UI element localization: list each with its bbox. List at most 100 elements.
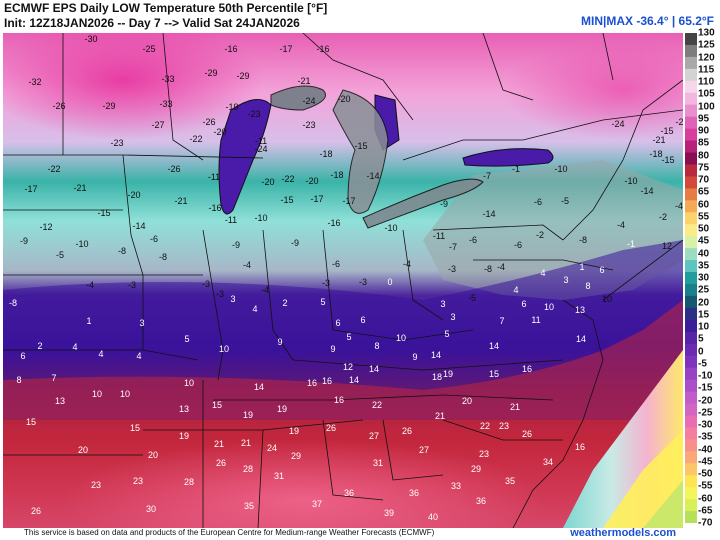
temp-label: 29 xyxy=(291,451,301,461)
temp-label: 26 xyxy=(402,426,412,436)
temp-label: 27 xyxy=(369,431,379,441)
colorbar-tick-label: 45 xyxy=(698,235,710,247)
temp-label: -24 xyxy=(611,119,624,129)
colorbar-swatch xyxy=(685,128,697,142)
colorbar-tick-label: 50 xyxy=(698,223,710,235)
colorbar-swatch xyxy=(685,33,697,46)
colorbar-swatch xyxy=(685,44,697,58)
temp-label: -22 xyxy=(281,174,294,184)
temp-label: 19 xyxy=(443,369,453,379)
temp-label: 40 xyxy=(428,512,438,522)
temp-label: -15 xyxy=(97,208,110,218)
temp-label: 36 xyxy=(344,488,354,498)
temp-label: 3 xyxy=(440,299,445,309)
temp-label: 26 xyxy=(326,423,336,433)
colorbar-tick-label: -20 xyxy=(698,395,713,406)
temp-label: 2 xyxy=(282,298,287,308)
temp-label: -29 xyxy=(236,71,249,81)
temp-label: -14 xyxy=(132,221,145,231)
temp-label: 35 xyxy=(505,476,515,486)
colorbar-swatch xyxy=(685,439,697,452)
colorbar-tick-label: -65 xyxy=(698,505,713,517)
temp-label: 28 xyxy=(184,477,194,487)
colorbar-tick-label: 110 xyxy=(698,76,715,88)
colorbar-tick-label: -50 xyxy=(698,468,713,480)
lake-michigan xyxy=(218,99,272,215)
border-line xyxy=(482,33,534,101)
brand-link[interactable]: weathermodels.com xyxy=(570,527,676,539)
colorbar-swatch xyxy=(685,379,697,393)
border-line xyxy=(262,229,294,361)
temp-label: -15 xyxy=(354,141,367,151)
temp-label: -17 xyxy=(279,44,292,54)
temp-label: 6 xyxy=(360,315,365,325)
border-line xyxy=(322,419,384,501)
border-line xyxy=(432,224,564,241)
temp-label: -17 xyxy=(342,196,355,206)
colorbar-swatch xyxy=(685,415,697,428)
temp-label: 26 xyxy=(216,458,226,468)
temp-label: 11 xyxy=(531,315,540,325)
temp-label: -4 xyxy=(617,220,625,230)
temp-label: 5 xyxy=(346,332,351,342)
temp-label: 7 xyxy=(51,373,56,383)
colorbar-tick-label: -10 xyxy=(698,370,713,382)
temp-label: 34 xyxy=(543,457,553,467)
temp-label: 36 xyxy=(409,488,419,498)
colorbar-swatch xyxy=(685,152,697,165)
temp-label: -24 xyxy=(254,144,267,154)
temp-label: 10 xyxy=(92,389,102,399)
temp-label: -6 xyxy=(514,240,522,250)
temp-label: 31 xyxy=(274,471,284,481)
temp-label: -8 xyxy=(579,235,587,245)
temp-label: -16 xyxy=(327,218,340,228)
map-subtitle: Init: 12Z18JAN2026 -- Day 7 --> Valid Sa… xyxy=(4,16,300,30)
temp-label: 14 xyxy=(576,334,586,344)
temp-label: 12 xyxy=(343,362,353,372)
temp-label: 19 xyxy=(289,426,299,436)
border-line xyxy=(292,359,564,371)
colorbar-swatch xyxy=(685,104,697,118)
temp-label: 4 xyxy=(540,268,545,278)
temp-label: -23 xyxy=(110,138,123,148)
temp-label: -15 xyxy=(661,155,674,165)
temp-label: -9 xyxy=(232,240,240,250)
map-canvas: -30-25 -16 -17 -16-32 -33-29 -29 -21-26 -29 -33-… xyxy=(3,33,683,528)
temp-label: -12 xyxy=(39,222,52,232)
temp-label: -5 xyxy=(561,196,569,206)
colorbar-tick-label: 120 xyxy=(698,52,715,63)
temp-label: -3 xyxy=(216,289,224,299)
temp-label: -33 xyxy=(159,99,172,109)
temp-label: 23 xyxy=(91,480,101,490)
border-line xyxy=(122,154,144,350)
temp-label: -6 xyxy=(534,197,542,207)
temp-label: -9 xyxy=(440,199,448,209)
lake-superior-east xyxy=(270,85,326,111)
border-line xyxy=(402,229,444,321)
extreme-cold-area xyxy=(3,33,263,140)
temp-label: -4 xyxy=(261,285,269,295)
colorbar-tick-label: 10 xyxy=(698,321,710,333)
temp-label: 8 xyxy=(585,281,590,291)
temp-label: -20 xyxy=(213,127,226,137)
temp-label: -25 xyxy=(142,44,155,54)
temp-label: 6 xyxy=(599,265,604,275)
temp-label: -20 xyxy=(305,176,318,186)
temp-label: -4 xyxy=(497,262,505,272)
temp-label: 15 xyxy=(212,400,222,410)
temp-label: 1 xyxy=(579,262,584,272)
temp-label: -23 xyxy=(302,120,315,130)
colorbar-swatch xyxy=(685,176,697,189)
lake-ontario xyxy=(462,148,554,167)
temp-label: -26 xyxy=(167,164,180,174)
border-line xyxy=(382,419,444,481)
temp-label: 9 xyxy=(412,352,417,362)
temp-label: -1 xyxy=(627,239,635,249)
colorbar-tick-label: 30 xyxy=(698,272,710,284)
border-line xyxy=(322,229,334,331)
border-line xyxy=(442,419,563,441)
colorbar-swatch xyxy=(685,68,697,82)
colorbar-tick-label: 105 xyxy=(698,88,715,100)
colorbar-tick-label: 100 xyxy=(698,101,715,112)
colorbar-tick-label: 35 xyxy=(698,260,710,272)
